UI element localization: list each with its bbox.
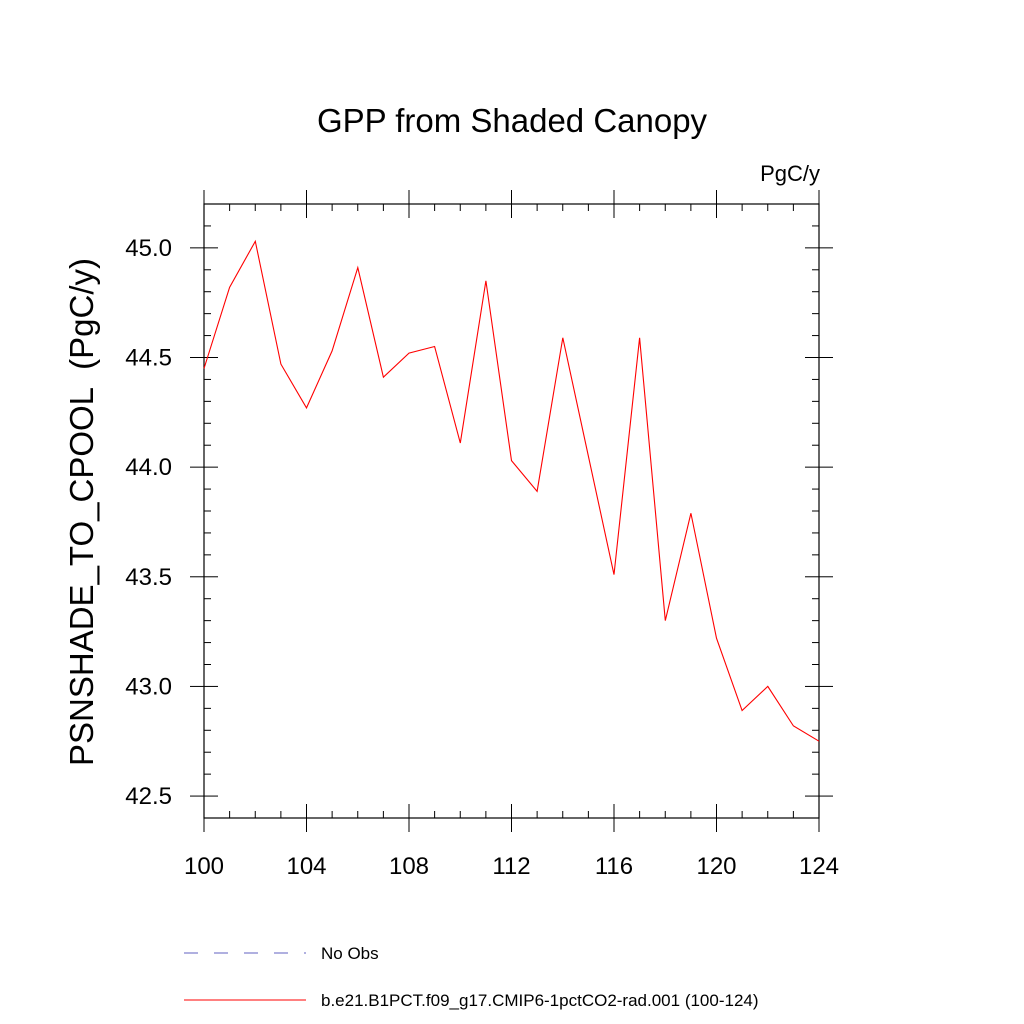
y-tick-label: 45.0 <box>125 235 172 262</box>
x-tick-labels: 100 104 108 112 116 120 124 <box>184 853 839 880</box>
y-tick-labels: 42.5 43.0 43.5 44.0 44.5 45.0 <box>125 235 172 810</box>
y-tick-label: 43.0 <box>125 673 172 700</box>
chart-title: GPP from Shaded Canopy <box>317 102 708 139</box>
x-tick-label: 116 <box>595 853 633 880</box>
legend-label-no-obs: No Obs <box>321 944 379 963</box>
x-tick-label: 124 <box>799 853 839 880</box>
x-tick-label: 112 <box>492 853 530 880</box>
y-tick-label: 44.5 <box>125 345 172 372</box>
y-axis-label: PSNSHADE_TO_CPOOL (PgC/y) <box>63 258 100 766</box>
x-tick-label: 100 <box>184 853 224 880</box>
y-tick-label: 42.5 <box>125 783 172 810</box>
x-tick-label: 104 <box>286 853 326 880</box>
x-tick-label: 108 <box>389 853 429 880</box>
series-line <box>203 239 820 742</box>
plot-frame <box>203 203 820 819</box>
legend: No Obs b.e21.B1PCT.f09_g17.CMIP6-1pctCO2… <box>184 944 759 1010</box>
legend-label-series: b.e21.B1PCT.f09_g17.CMIP6-1pctCO2-rad.00… <box>321 991 759 1010</box>
units-label: PgC/y <box>760 161 820 186</box>
x-tick-label: 120 <box>696 853 736 880</box>
x-ticks <box>203 190 820 832</box>
y-ticks <box>190 203 833 819</box>
y-tick-label: 43.5 <box>125 564 172 591</box>
y-tick-label: 44.0 <box>125 454 172 481</box>
series-group <box>203 239 820 742</box>
